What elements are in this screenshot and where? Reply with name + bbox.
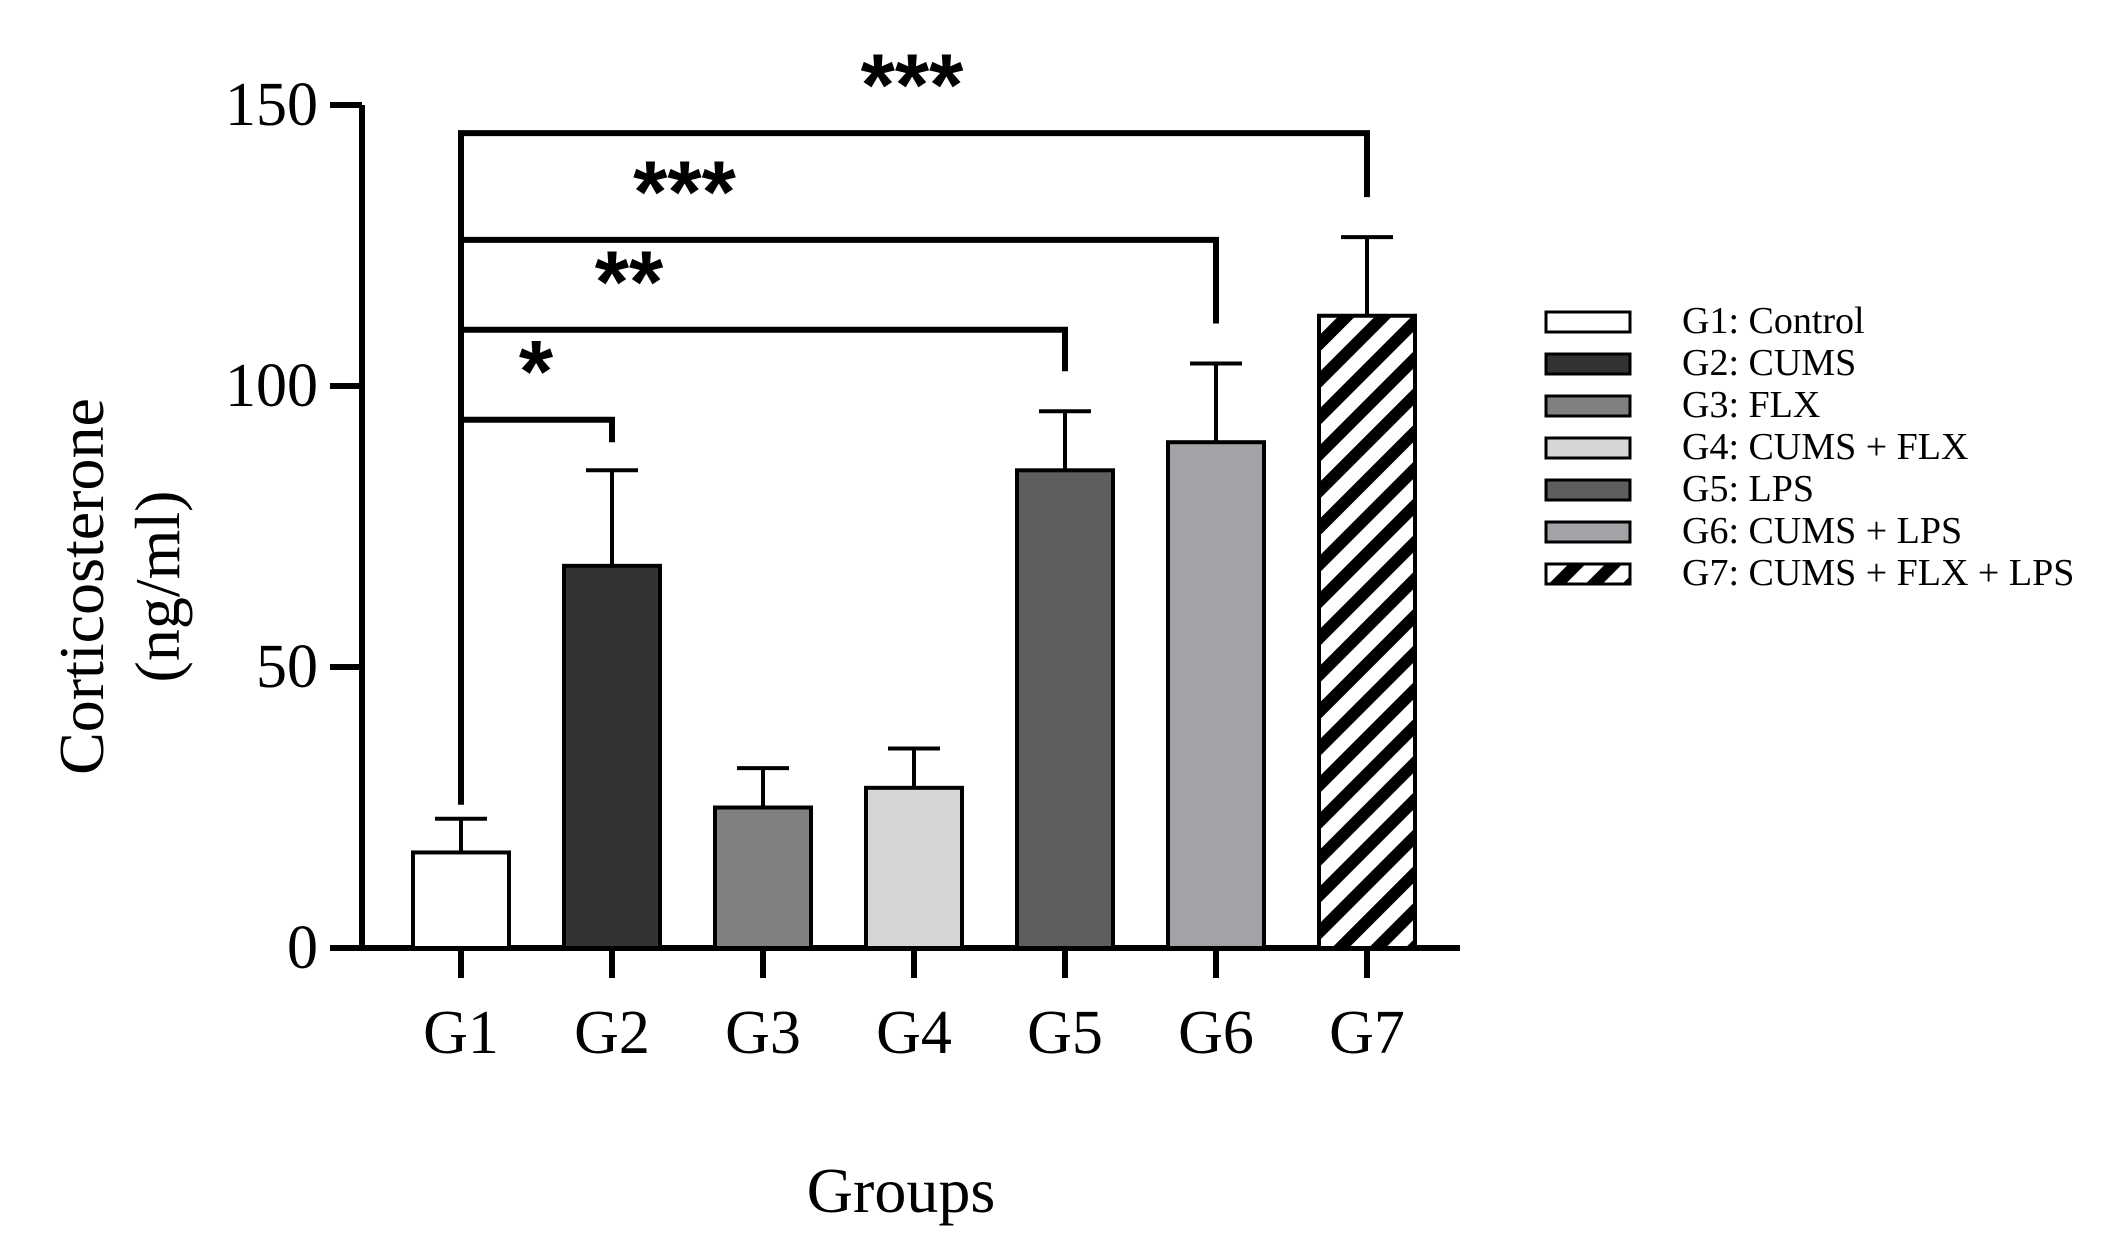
x-tick-label: G4 — [876, 999, 952, 1067]
bar-g3 — [713, 805, 813, 950]
y-axis-title-line: (ng/ml) — [122, 491, 193, 683]
y-axis-title-line: Corticosterone — [46, 398, 117, 775]
significance-label: *** — [633, 142, 736, 241]
legend-swatch — [1544, 562, 1632, 586]
y-axis-title: Corticosterone(ng/ml) — [46, 398, 193, 775]
y-tick-label: 50 — [256, 633, 318, 701]
legend-label: G7: CUMS + FLX + LPS — [1682, 552, 2074, 594]
x-tick-label: G7 — [1329, 999, 1405, 1067]
legend-swatch — [1544, 394, 1632, 418]
significance-label: * — [519, 322, 554, 421]
y-tick-label: 100 — [225, 352, 318, 420]
legend-label: G6: CUMS + LPS — [1682, 510, 1962, 552]
x-axis-title: Groups — [807, 1155, 995, 1226]
axes: 0 50 100 150 G1 G2 G3 G4 G5 G6 G7 Groups Corticoster… — [46, 71, 1460, 1226]
bar-g5 — [1015, 468, 1115, 950]
bar-g7 — [1317, 313, 1417, 950]
bar-g2 — [562, 563, 662, 951]
legend-swatch — [1544, 436, 1632, 460]
x-tick-label: G2 — [574, 999, 650, 1067]
legend-swatch — [1544, 520, 1632, 544]
legend-swatch — [1544, 310, 1632, 334]
significance-label: ** — [595, 232, 664, 331]
x-tick-label: G6 — [1178, 999, 1254, 1067]
legend-swatch — [1544, 478, 1632, 502]
y-tick-label: 150 — [225, 71, 318, 139]
significance-bracket — [458, 130, 1370, 734]
x-tick-label: G3 — [725, 999, 801, 1067]
legend-label: G3: FLX — [1682, 384, 1820, 426]
x-tick-label: G1 — [423, 999, 499, 1067]
legend-swatch — [1544, 352, 1632, 376]
legend-label: G4: CUMS + FLX — [1682, 426, 1968, 468]
significance-brackets: ********* — [458, 35, 1370, 805]
significance-label: *** — [861, 35, 964, 134]
error-bars — [435, 235, 1393, 853]
legend-label: G5: LPS — [1682, 468, 1814, 510]
legend-label: G1: Control — [1682, 300, 1865, 342]
bars — [411, 313, 1417, 951]
y-tick-label: 0 — [287, 914, 318, 982]
x-tick-label: G5 — [1027, 999, 1103, 1067]
bar-g4 — [864, 785, 964, 951]
bar-g6 — [1166, 440, 1266, 950]
bar-g1 — [411, 850, 511, 951]
legend-label: G2: CUMS — [1682, 342, 1856, 384]
